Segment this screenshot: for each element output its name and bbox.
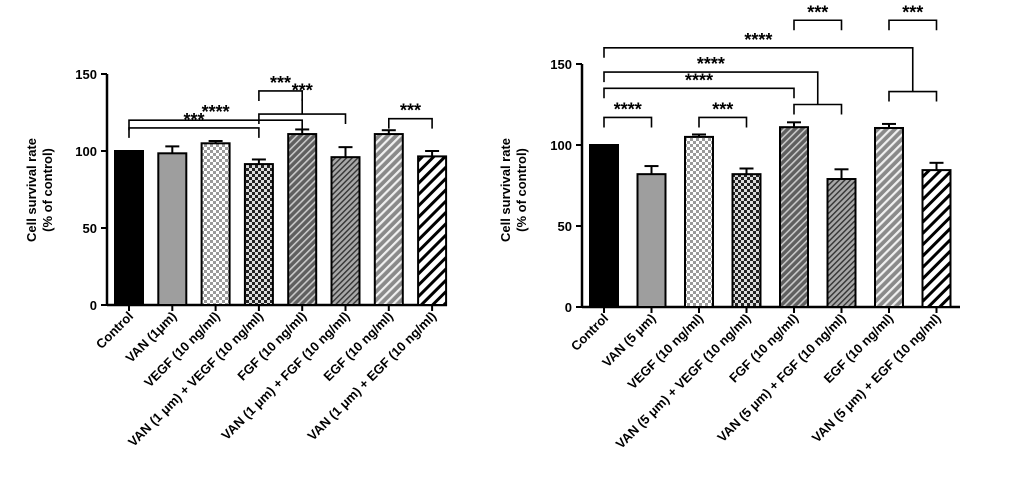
significance-label: **** [202, 102, 230, 122]
bar [417, 155, 448, 306]
significance-label: **** [744, 30, 772, 50]
bar [921, 169, 952, 308]
bar [684, 135, 714, 308]
significance-label: *** [183, 110, 204, 130]
category-label: VEGF (10 ng/ml) [141, 309, 223, 391]
y-axis-title-line1: Cell survival rate [24, 138, 39, 242]
bar [243, 163, 274, 306]
significance-label: **** [697, 54, 725, 74]
bar [157, 152, 188, 306]
y-tick-label: 150 [75, 67, 97, 82]
group-bracket [793, 103, 843, 115]
y-tick-label: 0 [90, 298, 97, 313]
bar [589, 144, 619, 308]
significance-label: *** [807, 2, 828, 22]
y-tick-label: 0 [565, 300, 572, 315]
bar [287, 133, 318, 306]
significance-bracket [603, 71, 819, 105]
y-tick-label: 50 [558, 219, 572, 234]
y-axis-title-line2: (% of control) [514, 148, 529, 232]
significance-label: **** [685, 70, 713, 90]
bar [114, 150, 144, 306]
significance-bracket [258, 90, 304, 101]
significance-label: *** [712, 99, 733, 119]
y-axis-title-line2: (% of control) [40, 148, 55, 232]
significance-label: *** [270, 73, 291, 93]
significance-bracket [888, 19, 938, 31]
bar [826, 178, 857, 309]
category-label: Control [568, 311, 611, 354]
chart-left: Cell survival rate (% of control) 0 50 100… [24, 67, 448, 449]
y-tick-label: 150 [550, 57, 572, 72]
y-axis-title-line1: Cell survival rate [498, 138, 513, 242]
y-tick-label: 100 [75, 144, 97, 159]
bar [731, 173, 762, 308]
significance-bracket [603, 116, 653, 128]
significance-label: *** [902, 2, 923, 22]
bar [636, 173, 667, 308]
bar [373, 133, 404, 306]
y-tick-label: 100 [550, 138, 572, 153]
significance-label: *** [292, 81, 313, 101]
y-tick-label: 50 [83, 221, 97, 236]
bar [200, 142, 231, 306]
significance-bracket [128, 127, 260, 138]
significance-label: *** [400, 101, 421, 121]
significance-bracket [387, 117, 433, 129]
significance-label: **** [614, 99, 642, 119]
group-bracket [888, 90, 938, 102]
bar [874, 126, 904, 308]
bar [779, 126, 809, 309]
bar [330, 156, 361, 306]
significance-bracket [128, 119, 304, 131]
significance-bracket [698, 116, 748, 128]
significance-bracket [603, 87, 795, 99]
significance-bracket [603, 46, 914, 92]
chart-right: Cell survival rate (% of control) 0 50 100… [498, 2, 960, 451]
category-label: Control [93, 309, 136, 352]
significance-bracket [793, 19, 843, 31]
